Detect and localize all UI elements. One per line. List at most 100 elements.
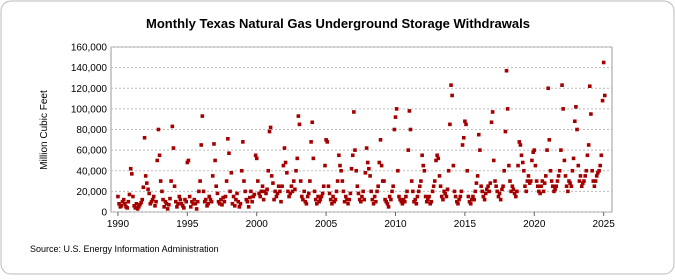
data-point [333, 197, 338, 202]
data-point [550, 184, 555, 189]
data-point [445, 187, 450, 192]
data-point [280, 184, 284, 189]
data-point [553, 187, 557, 192]
data-point [298, 179, 303, 183]
data-point [318, 197, 323, 202]
data-point [557, 168, 562, 173]
y-tick-label: 120,000 [71, 84, 108, 95]
data-point [589, 112, 593, 116]
data-point [207, 194, 212, 199]
data-point [526, 174, 531, 178]
data-point [419, 179, 423, 183]
y-axis-label: Million Cubic Feet [39, 90, 50, 170]
data-point [370, 197, 375, 202]
data-point [219, 197, 223, 202]
data-point [372, 194, 377, 199]
data-point [256, 179, 260, 183]
data-point [230, 201, 235, 206]
data-point [507, 163, 511, 168]
data-point [321, 184, 326, 189]
data-point [451, 163, 456, 168]
data-point [214, 184, 218, 189]
data-point [417, 184, 422, 189]
data-point [497, 191, 502, 196]
data-point [281, 163, 286, 168]
data-point [398, 197, 402, 202]
data-point [274, 194, 279, 199]
data-point [585, 153, 590, 158]
data-point [271, 181, 275, 185]
data-point [311, 156, 316, 161]
data-point [577, 179, 582, 183]
data-point [186, 158, 191, 163]
data-point [242, 179, 246, 183]
data-point [450, 93, 454, 98]
data-point [393, 115, 398, 119]
data-point [408, 127, 413, 132]
data-point [287, 194, 291, 199]
data-point [246, 205, 251, 209]
data-point [556, 174, 561, 178]
data-point [305, 194, 310, 199]
data-point [178, 197, 183, 202]
data-point [258, 194, 262, 199]
axes: 0 20,000 40,000 60,000 80,000 100,000 120,000 1… [71, 43, 615, 231]
data-point [490, 110, 495, 114]
x-tick-label: 1995 [176, 219, 199, 230]
data-point [141, 185, 146, 190]
data-point [439, 194, 444, 199]
data-point [426, 197, 430, 202]
data-point [544, 174, 548, 178]
data-point [527, 181, 532, 185]
data-point [172, 184, 177, 189]
data-point [353, 148, 357, 152]
data-point [476, 132, 481, 137]
data-point [273, 189, 277, 194]
data-point [404, 194, 408, 199]
data-point [563, 174, 568, 178]
data-point [266, 168, 271, 173]
data-point [409, 179, 414, 183]
data-point [180, 204, 185, 208]
data-point [383, 197, 387, 202]
data-point [402, 199, 407, 204]
data-point [309, 140, 313, 144]
data-point [456, 201, 460, 206]
data-point [140, 197, 145, 202]
data-point [143, 174, 148, 178]
data-point [427, 194, 431, 199]
data-point [599, 153, 604, 158]
x-tick-label: 2020 [523, 219, 546, 230]
y-tick-label: 140,000 [71, 63, 108, 74]
data-point [548, 168, 553, 173]
x-tick-label: 2015 [454, 219, 477, 230]
data-point [327, 191, 332, 196]
chart-title: Monthly Texas Natural Gas Underground St… [146, 16, 530, 31]
data-point [354, 168, 359, 173]
data-point [239, 168, 244, 173]
source-note: Source: U.S. Energy Information Administ… [30, 244, 219, 254]
data-point [290, 189, 295, 194]
data-point [150, 197, 155, 202]
data-point [147, 191, 151, 196]
data-point [117, 201, 121, 206]
data-point [485, 187, 489, 192]
data-point [470, 197, 474, 202]
data-point [227, 151, 231, 156]
data-point [367, 166, 371, 171]
data-point [579, 184, 584, 189]
data-point [360, 194, 364, 199]
data-point [332, 199, 336, 204]
data-point [128, 166, 133, 171]
data-point [520, 160, 525, 165]
data-point [213, 158, 217, 163]
data-point [300, 194, 304, 199]
data-point [424, 199, 429, 204]
data-point [183, 197, 187, 202]
data-point [542, 181, 547, 185]
data-point [533, 163, 538, 168]
data-point [268, 125, 273, 130]
data-point [241, 140, 245, 144]
data-point [423, 194, 428, 199]
data-point [598, 163, 603, 168]
